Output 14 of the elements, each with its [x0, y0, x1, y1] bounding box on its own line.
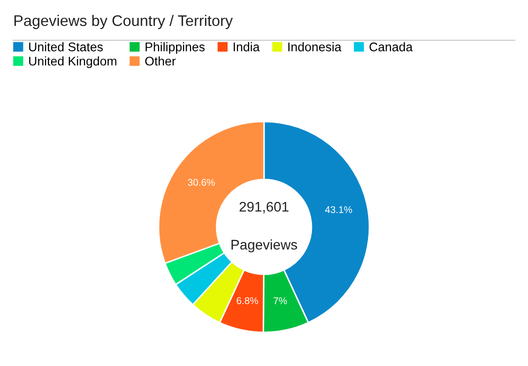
legend-label: Other [145, 56, 176, 66]
data-label: 43.1% [325, 206, 352, 214]
legend-label: India [234, 42, 260, 52]
data-label: 7% [274, 297, 287, 304]
legend-label: United States [29, 42, 103, 52]
text: 291,601 [240, 202, 288, 214]
chart-title: Pageviews by Country / Territory [14, 14, 233, 30]
data-label: 30.6% [188, 178, 215, 186]
legend-label: Philippines [146, 42, 205, 54]
legend-label: Canada [370, 42, 413, 52]
data-label: 6.8% [236, 297, 258, 304]
legend-label: Indonesia [288, 42, 342, 52]
legend-label: United Kingdom [29, 56, 116, 68]
text: Pageviews [232, 239, 298, 252]
